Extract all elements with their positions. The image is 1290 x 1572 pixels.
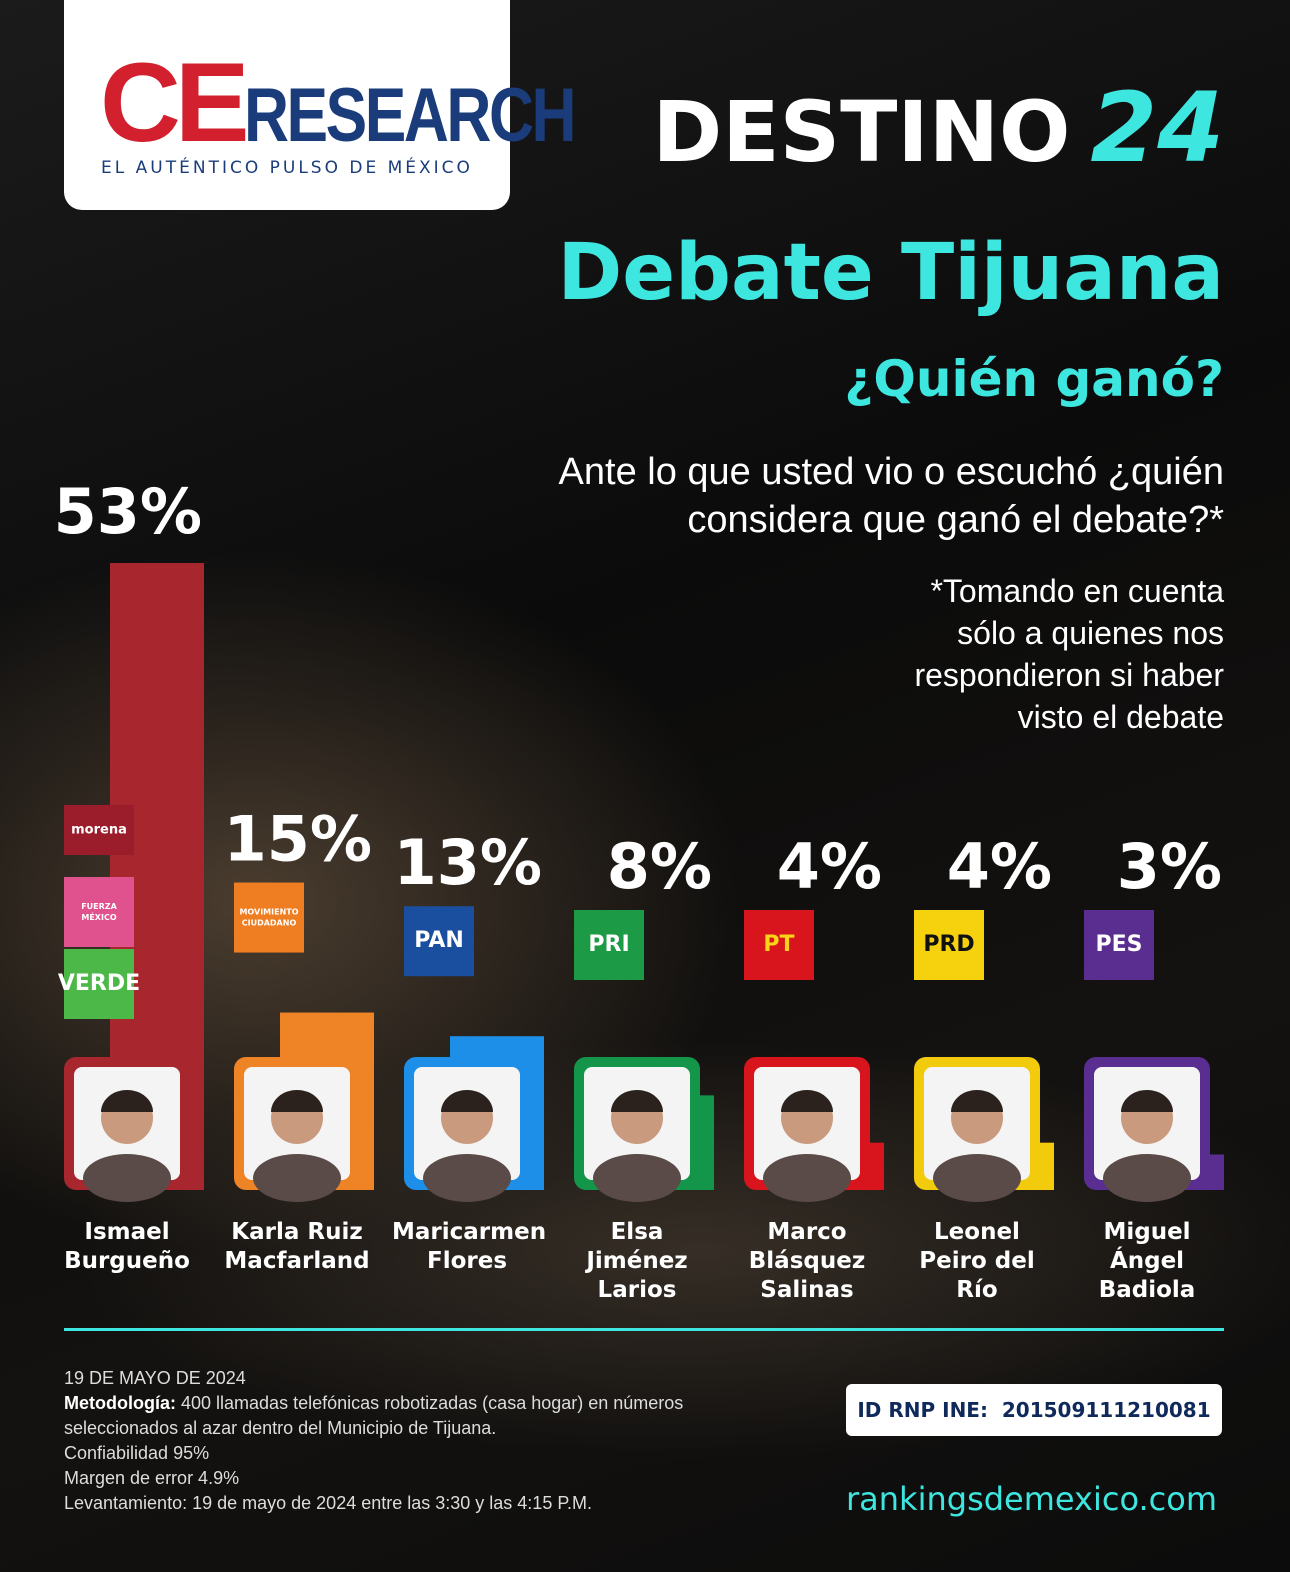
brand-name: RESEARCH xyxy=(243,73,577,158)
photo-hair xyxy=(781,1090,833,1112)
logo-card: CERESEARCH EL AUTÉNTICO PULSO DE MÉXICO xyxy=(64,0,576,210)
party-logo-label: PAN xyxy=(414,928,464,953)
party-logo-label: FUERZA xyxy=(81,902,117,911)
party-logo-label: MÉXICO xyxy=(81,911,116,922)
party-logo-label: PES xyxy=(1096,932,1143,957)
party-logo xyxy=(914,910,984,980)
party-logo xyxy=(234,882,304,953)
party-logo xyxy=(64,877,134,947)
candidate-name: Leonel Peiro del Río xyxy=(919,1219,1035,1303)
party-logo-label: PT xyxy=(763,932,794,957)
candidate-name: Karla Ruiz Macfarland xyxy=(224,1219,370,1274)
value-label: 13% xyxy=(394,826,542,899)
fieldwork: Levantamiento: 19 de mayo de 2024 entre … xyxy=(64,1493,593,1513)
photo-hair xyxy=(951,1090,1003,1112)
party-logo xyxy=(64,949,134,1019)
value-label: 8% xyxy=(607,830,712,903)
party-logo-label: CIUDADANO xyxy=(242,919,297,928)
tagline: EL AUTÉNTICO PULSO DE MÉXICO xyxy=(101,158,473,178)
value-label: 4% xyxy=(777,830,882,903)
party-logo xyxy=(744,910,814,980)
methodology: 19 DE MAYO DE 2024 Metodología: 400 llam… xyxy=(64,1366,724,1516)
candidate-name: Maricarmen Flores xyxy=(392,1219,547,1274)
method-label: Metodología: xyxy=(64,1393,176,1413)
photo-body xyxy=(763,1154,851,1202)
value-label: 53% xyxy=(54,475,202,548)
party-logo-label: morena xyxy=(71,823,127,838)
photo-hair xyxy=(1121,1090,1173,1112)
series-title: DESTINO 24 xyxy=(653,72,1224,184)
photo-body xyxy=(933,1154,1021,1202)
method: Metodología: 400 llamadas telefónicas ro… xyxy=(64,1391,724,1441)
note: *Tomando en cuenta sólo a quienes nos re… xyxy=(914,573,1224,735)
question: Ante lo que usted vio o escuchó ¿quién c… xyxy=(558,451,1224,541)
photo-hair xyxy=(611,1090,663,1112)
method-text: 400 llamadas telefónicas robotizadas (ca… xyxy=(64,1393,684,1438)
brand: CERESEARCH xyxy=(100,38,646,167)
series-name: DESTINO xyxy=(652,83,1071,181)
party-logo-label: VERDE xyxy=(58,971,140,996)
value-label: 3% xyxy=(1117,830,1222,903)
candidate-name: Marco Blásquez Salinas xyxy=(748,1219,866,1303)
photo-body xyxy=(83,1154,171,1202)
candidate-name: Ismael Burgueño xyxy=(64,1219,190,1274)
party-logo xyxy=(404,906,474,977)
website[interactable]: rankingsdemexico.com xyxy=(846,1480,1217,1518)
confidence: Confiabilidad 95% xyxy=(64,1443,210,1463)
photo-hair xyxy=(101,1090,153,1112)
brand-initials: CE xyxy=(100,40,250,165)
party-logo xyxy=(64,805,134,855)
photo-body xyxy=(593,1154,681,1202)
value-label: 15% xyxy=(224,803,372,876)
photo-hair xyxy=(271,1090,323,1112)
photo-body xyxy=(423,1154,511,1202)
party-logo-label: PRI xyxy=(588,932,629,957)
party-logo-label: PRD xyxy=(923,932,974,957)
candidate-name: Miguel Ángel Badiola xyxy=(1098,1219,1196,1303)
party-logo-label: MOVIMIENTO xyxy=(239,908,298,917)
divider xyxy=(64,1328,1224,1331)
party-logo xyxy=(1084,910,1154,980)
party-logo xyxy=(574,910,644,980)
series-number: 24 xyxy=(1090,72,1224,184)
chart-subtitle: ¿Quién ganó? xyxy=(844,350,1224,408)
photo-body xyxy=(253,1154,341,1202)
value-label: 4% xyxy=(947,830,1052,903)
date: 19 DE MAYO DE 2024 xyxy=(64,1368,246,1388)
margin: Margen de error 4.9% xyxy=(64,1468,240,1488)
chart-title: Debate Tijuana xyxy=(557,228,1224,318)
registry-id: ID RNP INE: 201509111210081 xyxy=(846,1384,1222,1436)
photo-body xyxy=(1103,1154,1191,1202)
candidate-name: Elsa Jiménez Larios xyxy=(586,1219,688,1303)
photo-hair xyxy=(441,1090,493,1112)
